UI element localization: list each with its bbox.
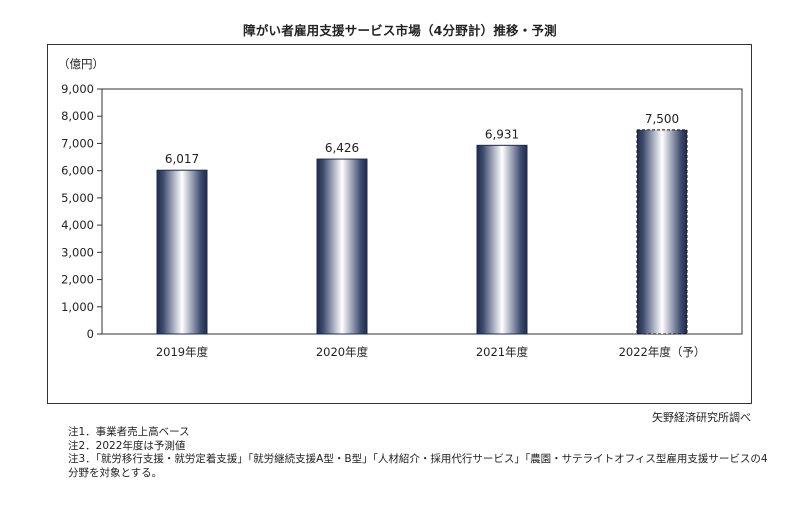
bar: [476, 144, 528, 335]
bar-forecast: [636, 129, 688, 335]
plot-area: [101, 88, 743, 335]
bar: [316, 158, 368, 335]
note-3: 注3．「就労移行支援・就労定着支援」「就労継続支援A型・B型」「人材紹介・採用代…: [68, 453, 768, 479]
chart-title: 障がい者雇用支援サービス市場（4分野計）推移・予測: [243, 23, 557, 38]
bar: [156, 169, 208, 335]
x-tick-label: 2022年度（予）: [619, 345, 706, 359]
y-tick-label: 3,000: [61, 245, 94, 259]
bar-value-label: 6,017: [165, 152, 199, 166]
notes: 注1．事業者売上高ベース 注2．2022年度は予測値 注3．「就労移行支援・就労…: [68, 426, 768, 480]
y-tick-label: 2,000: [61, 273, 94, 287]
y-tick-label: 1,000: [61, 300, 94, 314]
note-1: 注1．事業者売上高ベース: [68, 426, 190, 438]
chart-frame: [47, 44, 752, 404]
y-tick-label: 7,000: [61, 136, 94, 150]
bar-value-label: 7,500: [645, 112, 679, 126]
y-unit-label: （億円）: [58, 57, 104, 71]
x-tick-label: 2021年度: [476, 345, 529, 359]
y-tick-label: 5,000: [61, 191, 94, 205]
bar-value-label: 6,426: [325, 141, 359, 155]
y-tick-label: 4,000: [61, 218, 94, 232]
note-2: 注2．2022年度は予測値: [68, 439, 186, 452]
y-tick-label: 8,000: [61, 109, 94, 123]
y-tick-label: 9,000: [61, 82, 94, 96]
y-tick-label: 6,000: [61, 164, 94, 178]
x-tick-label: 2020年度: [316, 345, 369, 359]
y-tick-label: 0: [87, 327, 94, 341]
source-note: 矢野経済研究所調べ: [652, 411, 751, 424]
x-tick-label: 2019年度: [156, 345, 209, 359]
bar-value-label: 6,931: [485, 127, 519, 141]
